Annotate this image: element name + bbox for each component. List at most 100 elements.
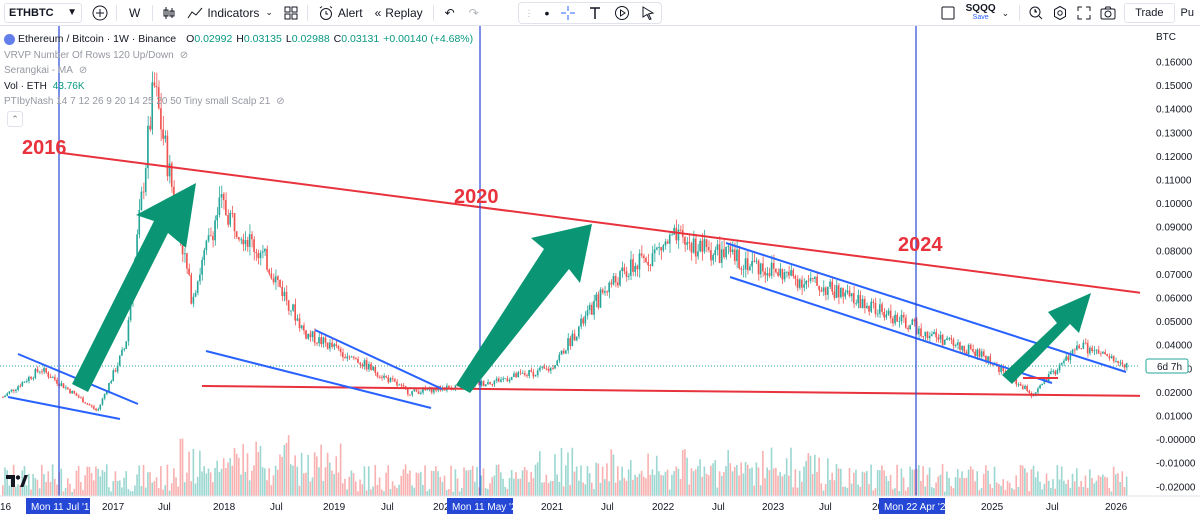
candle-body — [545, 368, 548, 370]
search-icon: ▼ — [67, 7, 77, 18]
arrow-2024[interactable] — [1002, 293, 1091, 384]
candle-body — [567, 338, 569, 351]
symbol-legend[interactable]: Ethereum / Bitcoin · 1W · Binance O 0.029… — [4, 32, 473, 48]
volume-bar — [246, 453, 249, 496]
arrow-2016[interactable] — [72, 183, 196, 392]
play-circle-icon[interactable] — [614, 5, 630, 21]
volume-bar — [378, 477, 381, 496]
cursor-icon[interactable] — [641, 5, 655, 21]
interval-button[interactable]: W — [129, 5, 141, 20]
symbol-search[interactable]: ETHBTC ▼ — [4, 2, 82, 23]
quick-search-button[interactable] — [1024, 1, 1048, 25]
candle-body — [870, 301, 872, 312]
volume-bar — [181, 438, 184, 496]
volume-bar — [97, 468, 99, 496]
volume-bar — [891, 489, 894, 496]
publish-button[interactable]: Pu — [1180, 7, 1194, 19]
indicators-button[interactable]: Indicators ⌄ — [181, 0, 279, 26]
volume-bar — [954, 477, 957, 496]
channel-2023-lower[interactable] — [729, 276, 1053, 384]
price-chart[interactable]: 2016 2020 2024 0.160000.150000.140000.13… — [0, 26, 1200, 514]
volume-bar — [92, 480, 95, 496]
price-tick-label: 0.10000 — [1156, 199, 1193, 210]
volume-bar — [318, 467, 320, 496]
candle-body — [749, 266, 751, 271]
indicator-volume[interactable]: Vol · ETH 43.76K — [4, 79, 473, 95]
price-tick-label: 0.05000 — [1156, 317, 1193, 328]
trade-button[interactable]: Trade — [1124, 3, 1175, 23]
snapshot-button[interactable] — [1096, 1, 1120, 25]
candle-body — [814, 276, 816, 279]
indicator-ma[interactable]: Serangkai - MA ⊘ — [4, 63, 473, 79]
channel-2019-upper[interactable] — [314, 329, 443, 390]
candle-body — [558, 354, 561, 361]
alert-button[interactable]: Alert — [312, 0, 369, 26]
collapse-legend-button[interactable]: ⌃ — [7, 111, 23, 127]
channel-2016-lower[interactable] — [7, 396, 121, 420]
candle-body — [112, 370, 115, 382]
volume-bar — [733, 466, 736, 496]
replay-button[interactable]: « Replay — [369, 0, 429, 26]
candle-body — [1069, 354, 1072, 361]
dot-icon[interactable]: • — [544, 5, 550, 21]
candle-body — [1058, 364, 1061, 371]
eye-crossed-icon[interactable]: ⊘ — [179, 49, 189, 61]
volume-bar — [636, 477, 639, 496]
chevron-down-icon[interactable]: ⌄ — [1001, 7, 1010, 18]
support-trendline[interactable] — [201, 385, 1151, 397]
time-axis[interactable] — [0, 496, 1200, 514]
indicator-vrvp[interactable]: VRVP Number Of Rows 120 Up/Down ⊘ — [4, 48, 473, 64]
candle-body — [84, 402, 86, 404]
candle-body — [935, 331, 937, 338]
tradingview-logo[interactable] — [6, 474, 28, 491]
volume-bar — [777, 475, 779, 496]
volume-bar — [1060, 466, 1063, 496]
candle-body — [885, 314, 888, 318]
chart-type-button[interactable] — [157, 1, 181, 25]
channel-2023-upper[interactable] — [725, 242, 1127, 373]
undo-button[interactable]: ↶ — [438, 1, 462, 25]
layout-button[interactable] — [936, 1, 960, 25]
volume-bar — [614, 482, 617, 496]
candle-body — [400, 384, 403, 386]
indicator-ptibynash[interactable]: PTIbyNash 14 7 12 26 9 20 14 25 20 50 Ti… — [4, 94, 473, 110]
resistance-trendline[interactable] — [61, 152, 1151, 295]
candle-body — [753, 260, 756, 262]
text-icon[interactable] — [587, 5, 603, 21]
volume-bar — [768, 470, 771, 496]
candle-body — [370, 363, 372, 370]
eye-crossed-icon[interactable]: ⊘ — [78, 65, 88, 76]
volume-bar — [673, 471, 675, 496]
candle-body — [1004, 371, 1007, 372]
candle-body — [688, 242, 691, 244]
volume-bar — [629, 460, 632, 496]
arrow-2020[interactable] — [456, 224, 592, 393]
candle-body — [238, 237, 240, 240]
candle-body — [402, 385, 405, 387]
candle-body — [125, 341, 128, 349]
price-axis[interactable] — [1140, 26, 1200, 496]
drag-handle-icon[interactable]: ⋮ — [524, 7, 534, 18]
volume-bar — [987, 470, 989, 496]
volume-bar — [816, 471, 818, 496]
candle-body — [1097, 349, 1100, 354]
candle-body — [417, 391, 420, 394]
candle-body — [1015, 379, 1018, 385]
time-tick-label: Jul — [158, 502, 171, 513]
redo-button[interactable]: ↷ — [462, 1, 486, 25]
templates-button[interactable] — [279, 1, 303, 25]
volume-bar — [348, 476, 351, 496]
volume-bar — [985, 465, 987, 496]
add-symbol-button[interactable] — [88, 1, 112, 25]
eye-crossed-icon[interactable]: ⊘ — [276, 96, 285, 107]
channel-2019-lower[interactable] — [205, 350, 432, 409]
volume-bar — [428, 489, 431, 496]
settings-button[interactable] — [1048, 1, 1072, 25]
candle-body — [640, 253, 643, 256]
candle-body — [69, 389, 71, 394]
candle-body — [969, 344, 972, 350]
crosshair-icon[interactable] — [560, 5, 576, 21]
fullscreen-button[interactable] — [1072, 1, 1096, 25]
currency-label[interactable]: BTC — [1156, 32, 1176, 43]
layout-name[interactable]: SQQQ Save — [960, 4, 1002, 22]
